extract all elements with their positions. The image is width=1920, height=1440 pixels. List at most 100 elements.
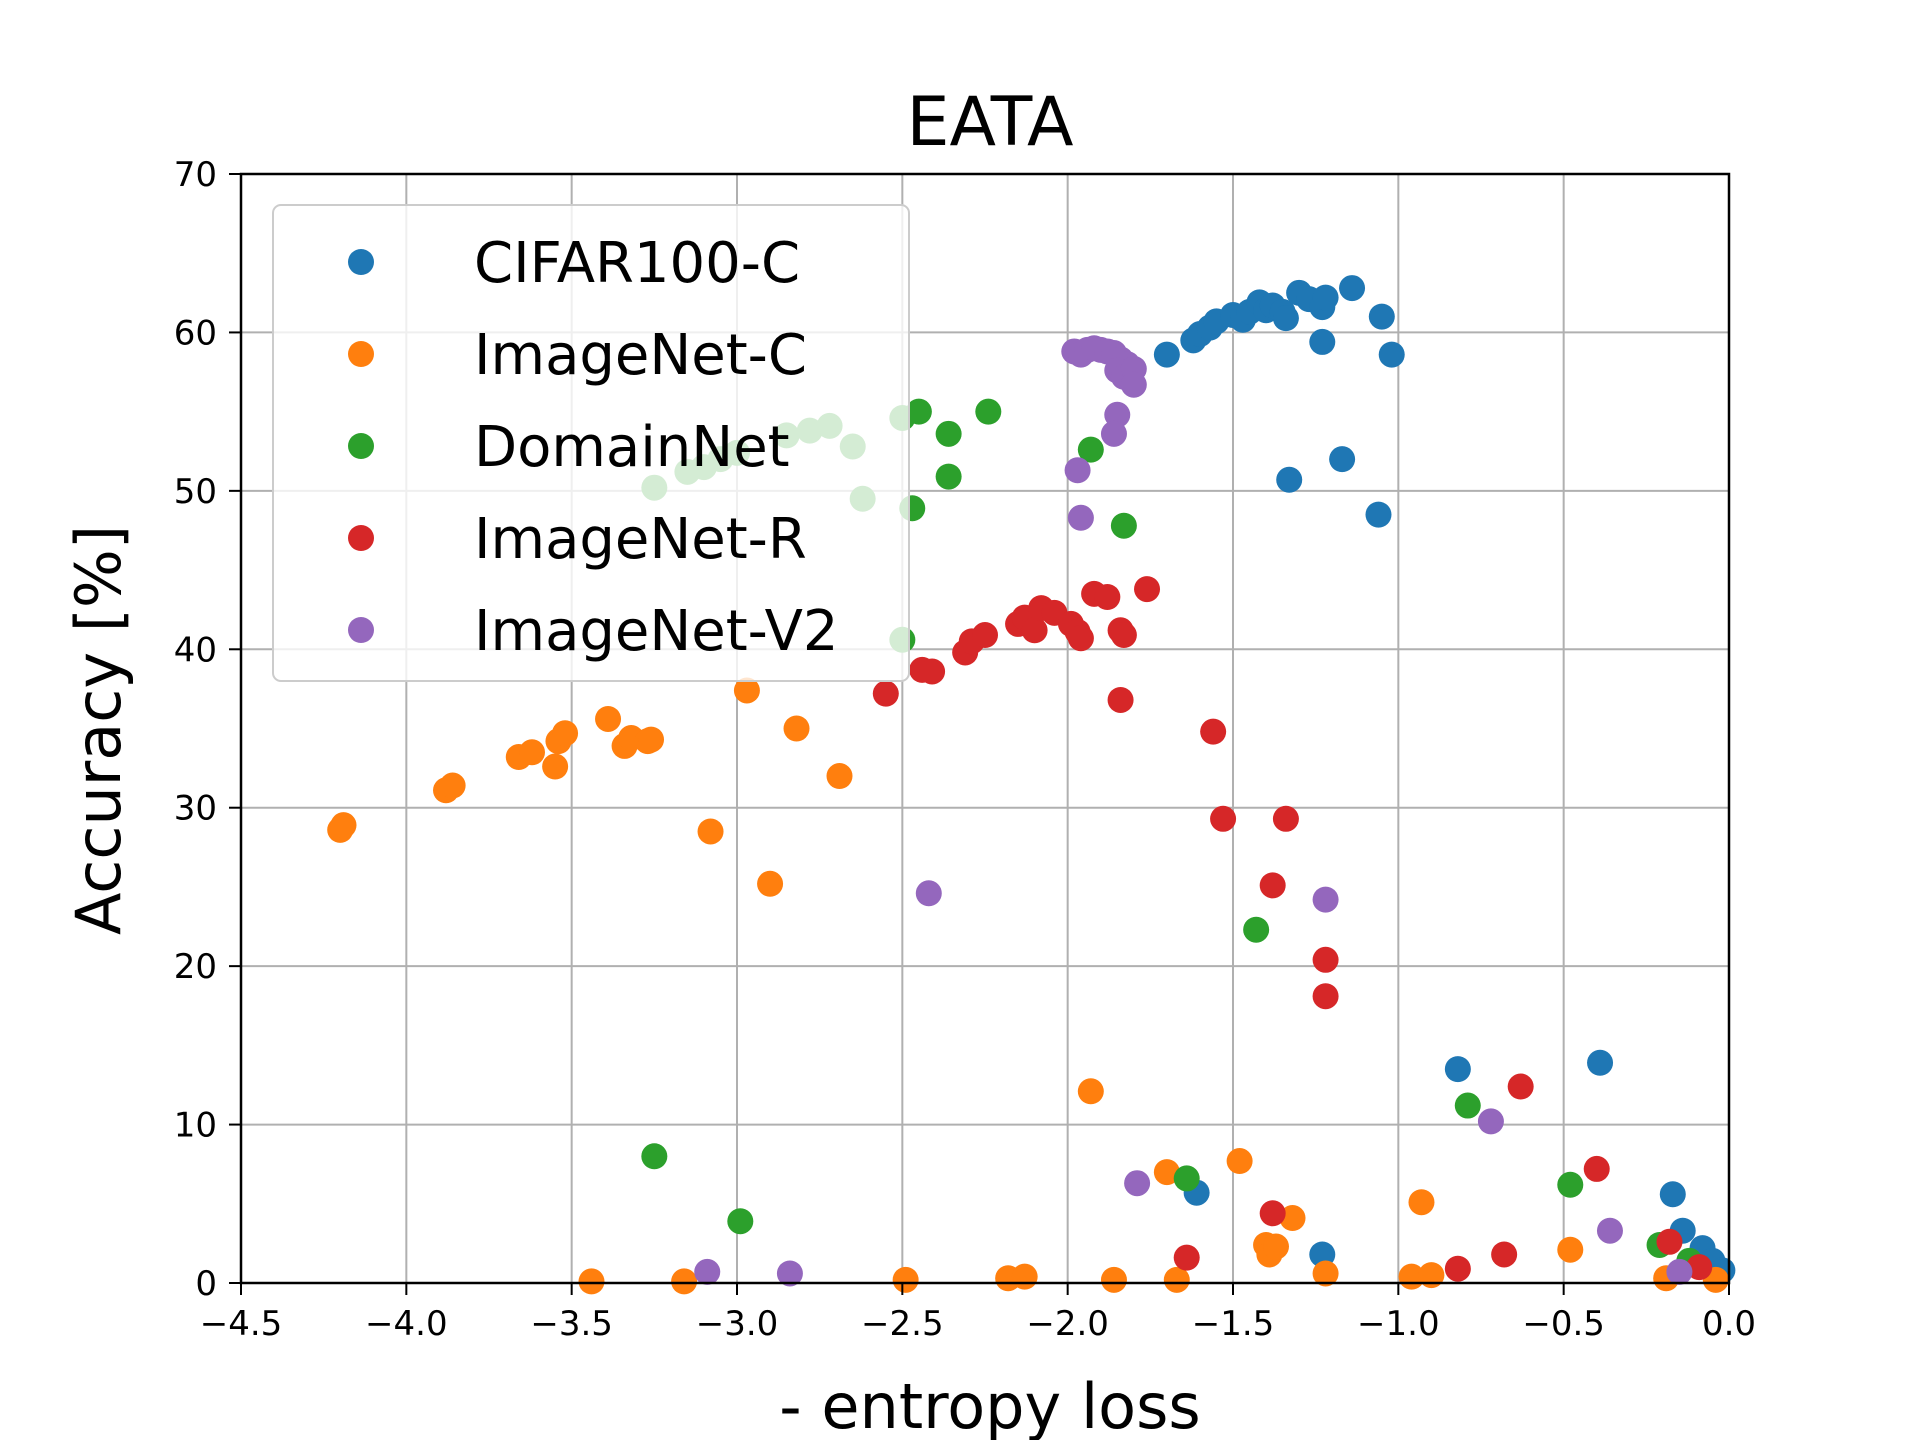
y-tick-label: 20 [174,947,217,987]
data-point [1378,341,1405,368]
data-point [1173,1165,1200,1192]
data-point [1100,420,1127,447]
axes: −4.5 −4.0 −3.5 −3.0 −2.5 −2.0 −1.5 −1.0 −0.5 0.0 0… [174,155,1756,1344]
data-point [1067,625,1094,652]
y-tick-label: 0 [195,1264,217,1304]
data-point [1557,1236,1584,1263]
data-point [1226,1148,1253,1175]
data-point [542,753,569,780]
x-tick-label: −4.0 [365,1304,448,1344]
legend-label: CIFAR100-C [474,231,800,296]
data-point [1276,466,1303,493]
data-point [697,818,724,845]
data-point [905,398,932,425]
data-point [975,398,1002,425]
data-point [972,622,998,649]
legend-box [272,204,910,682]
data-point [935,463,962,490]
data-point [1100,1266,1127,1293]
data-point [1368,303,1395,330]
x-tick-label: −1.0 [1357,1304,1440,1344]
x-tick-label: −1.5 [1192,1304,1275,1344]
x-tick-label: −4.5 [200,1304,283,1344]
data-point [1272,805,1299,832]
legend-label: ImageNet-C [474,323,807,388]
data-point [1312,983,1339,1010]
data-point [1686,1254,1713,1281]
legend-marker [348,525,374,551]
data-point [757,870,784,897]
y-axis-title: Accuracy [%] [62,525,135,935]
x-tick-label: 0.0 [1702,1304,1756,1344]
data-point [1454,1092,1481,1119]
y-tick-label: 40 [174,630,217,670]
data-point [1656,1228,1683,1255]
x-tick-label: −2.0 [1026,1304,1109,1344]
data-point [330,812,357,839]
data-point [1064,457,1091,484]
legend-marker [348,617,374,643]
data-point [1243,916,1270,943]
data-point [1021,617,1048,644]
data-point [1557,1171,1584,1198]
y-tick-label: 10 [174,1106,217,1146]
data-point [1418,1262,1445,1289]
data-point [776,1260,803,1287]
data-point [671,1268,698,1295]
data-point [1312,886,1339,913]
data-point [1153,341,1180,368]
y-tick-label: 30 [174,789,217,829]
data-point [1312,1260,1339,1287]
data-point [1444,1056,1471,1083]
data-point [1583,1155,1610,1182]
data-point [1110,512,1137,539]
data-point [694,1258,721,1285]
y-tick-label: 50 [174,472,217,512]
series-imagenet-v2 [694,335,1693,1287]
data-point [1507,1073,1534,1100]
data-point [727,1208,754,1235]
data-point [1477,1108,1504,1135]
data-point [1094,584,1121,611]
data-point [1107,686,1134,713]
data-point [1259,872,1286,899]
x-axis-title: - entropy loss [779,1370,1200,1440]
data-point [1210,805,1237,832]
data-point [1272,305,1299,332]
data-point [552,720,579,747]
x-tick-label: −3.5 [530,1304,613,1344]
y-tick-label: 70 [174,155,217,195]
data-point [1173,1244,1200,1271]
legend-marker [348,249,374,275]
legend-label: DomainNet [474,415,790,480]
data-point [641,1143,668,1170]
data-point [1596,1217,1623,1244]
data-point [1666,1258,1693,1285]
x-tick-label: −3.0 [696,1304,779,1344]
data-point [1491,1241,1518,1268]
data-point [1077,436,1104,463]
data-point [1153,1159,1180,1186]
data-point [1279,1205,1306,1232]
data-point [872,680,899,707]
legend-label: ImageNet-V2 [474,599,839,664]
data-point [1329,446,1356,473]
data-point [826,763,853,790]
data-point [1134,576,1161,603]
plot-frame [239,172,1731,1285]
data-point [1200,718,1227,745]
data-point [1259,1200,1286,1227]
data-point [892,1266,919,1293]
data-point [783,715,810,742]
legend-marker [348,433,374,459]
data-point [1587,1049,1614,1076]
data-point [518,739,545,766]
legend: CIFAR100-C ImageNet-C DomainNet ImageNet-R I… [272,204,910,682]
data-point [1110,622,1137,649]
data-point [1312,284,1339,311]
x-tick-label: −2.5 [861,1304,944,1344]
data-point [1408,1189,1435,1216]
data-point [935,420,962,447]
data-point [1120,371,1147,398]
